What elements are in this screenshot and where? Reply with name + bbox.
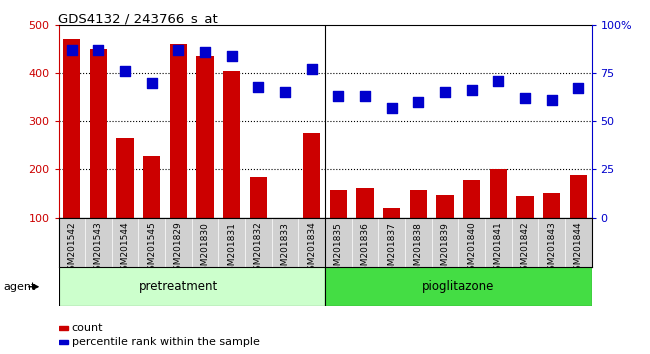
- Text: GSM201829: GSM201829: [174, 222, 183, 276]
- Point: [467, 87, 477, 93]
- Text: GSM201839: GSM201839: [441, 222, 449, 276]
- Bar: [116, 138, 134, 218]
- Point: [200, 49, 211, 55]
- Bar: [58, 267, 325, 306]
- Text: GSM201841: GSM201841: [494, 222, 502, 276]
- Point: [439, 90, 450, 95]
- Text: GSM201844: GSM201844: [574, 222, 582, 276]
- Bar: [170, 44, 187, 218]
- Point: [280, 90, 291, 95]
- Text: GSM201842: GSM201842: [521, 222, 529, 276]
- Text: GSM201544: GSM201544: [121, 222, 129, 276]
- Point: [67, 47, 77, 53]
- Point: [173, 47, 184, 53]
- Text: GSM201543: GSM201543: [94, 222, 103, 276]
- Bar: [58, 326, 68, 330]
- Bar: [489, 169, 507, 218]
- Text: count: count: [72, 323, 103, 333]
- Point: [147, 80, 157, 85]
- Bar: [383, 208, 400, 218]
- Bar: [356, 188, 374, 218]
- Text: GSM201833: GSM201833: [281, 222, 289, 276]
- Point: [94, 47, 104, 53]
- Point: [227, 53, 237, 58]
- Text: GSM201831: GSM201831: [227, 222, 236, 276]
- Bar: [325, 267, 592, 306]
- Bar: [436, 195, 454, 218]
- Text: GSM201843: GSM201843: [547, 222, 556, 276]
- Text: GSM201542: GSM201542: [68, 222, 76, 276]
- Point: [120, 68, 130, 74]
- Bar: [569, 175, 587, 218]
- Point: [333, 93, 343, 99]
- Point: [520, 95, 530, 101]
- Bar: [463, 180, 480, 218]
- Bar: [223, 70, 240, 218]
- Text: GSM201836: GSM201836: [361, 222, 369, 276]
- Text: GSM201834: GSM201834: [307, 222, 316, 276]
- Bar: [303, 133, 320, 218]
- Text: GSM201837: GSM201837: [387, 222, 396, 276]
- Point: [254, 84, 264, 89]
- Bar: [330, 190, 347, 218]
- Text: GSM201840: GSM201840: [467, 222, 476, 276]
- Bar: [250, 177, 267, 218]
- Point: [547, 97, 557, 103]
- Text: GSM201545: GSM201545: [148, 222, 156, 276]
- Point: [360, 93, 370, 99]
- Text: GSM201832: GSM201832: [254, 222, 263, 276]
- Point: [493, 78, 504, 84]
- Bar: [543, 193, 560, 218]
- Bar: [196, 56, 214, 218]
- Point: [413, 99, 424, 105]
- Bar: [90, 49, 107, 218]
- Text: percentile rank within the sample: percentile rank within the sample: [72, 337, 260, 347]
- Text: pretreatment: pretreatment: [139, 280, 218, 293]
- Point: [573, 86, 584, 91]
- Bar: [58, 340, 68, 344]
- Point: [307, 66, 317, 72]
- Point: [386, 105, 396, 110]
- Bar: [143, 156, 161, 218]
- Bar: [516, 196, 534, 218]
- Bar: [63, 39, 81, 218]
- Text: pioglitazone: pioglitazone: [422, 280, 495, 293]
- Bar: [410, 190, 427, 218]
- Text: GSM201838: GSM201838: [414, 222, 422, 276]
- Text: GSM201830: GSM201830: [201, 222, 209, 276]
- Text: agent: agent: [3, 282, 36, 292]
- Text: GSM201835: GSM201835: [334, 222, 343, 276]
- Text: GDS4132 / 243766_s_at: GDS4132 / 243766_s_at: [58, 12, 218, 25]
